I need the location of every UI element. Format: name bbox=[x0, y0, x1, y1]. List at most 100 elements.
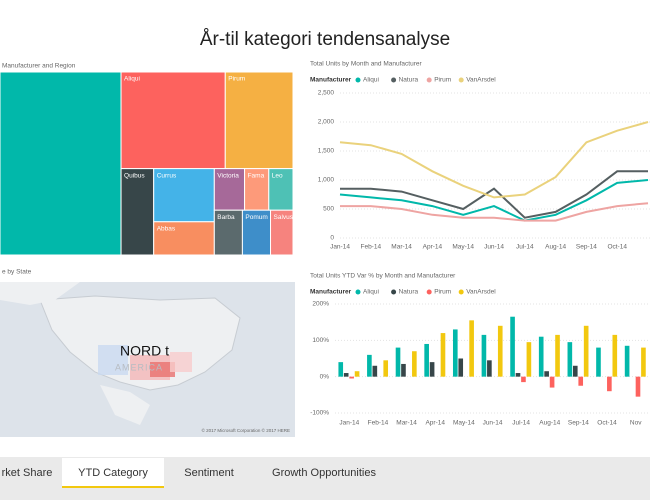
bar bbox=[549, 376, 555, 388]
bar bbox=[497, 325, 503, 377]
treemap-tile bbox=[213, 168, 246, 211]
bar bbox=[526, 342, 532, 377]
bar bbox=[624, 345, 630, 377]
bar bbox=[395, 347, 401, 377]
bar bbox=[367, 354, 372, 377]
bar bbox=[383, 360, 389, 377]
legend-label: VanArsdel bbox=[466, 289, 496, 296]
y-tick-label: 500 bbox=[323, 206, 334, 213]
bar bbox=[440, 333, 446, 377]
treemap-label: Pomum bbox=[245, 214, 267, 221]
y-tick-label: 0% bbox=[320, 373, 330, 380]
x-tick-label: Sep-14 bbox=[576, 244, 597, 251]
page-title: År-til kategori tendensanalyse bbox=[200, 29, 450, 50]
treemap-label: Pirum bbox=[228, 76, 245, 83]
bar bbox=[578, 376, 584, 386]
y-tick-label: 0 bbox=[330, 235, 334, 242]
bar bbox=[612, 334, 618, 377]
x-tick-label: Apr-14 bbox=[425, 420, 445, 427]
bar bbox=[429, 362, 435, 377]
x-tick-label: Aug-14 bbox=[539, 420, 560, 427]
legend-label: Natura bbox=[399, 289, 419, 296]
treemap-tile bbox=[241, 209, 272, 256]
map-region: AMERICA bbox=[115, 362, 163, 372]
legend-label: Aliqui bbox=[363, 289, 379, 296]
treemap-label: Fama bbox=[248, 172, 265, 179]
legend-label: Pirum bbox=[434, 289, 451, 296]
bar bbox=[538, 336, 544, 377]
treemap-label: Quibus bbox=[124, 172, 145, 179]
x-tick-label: Mar-14 bbox=[391, 244, 412, 251]
x-tick-label: Jul-14 bbox=[512, 420, 530, 427]
x-tick-label: Oct-14 bbox=[607, 244, 627, 251]
x-tick-label: Feb-14 bbox=[360, 244, 381, 251]
legend-marker bbox=[355, 77, 361, 83]
line-series bbox=[339, 121, 649, 199]
line-series bbox=[340, 170, 648, 219]
legend-marker bbox=[426, 289, 432, 295]
legend-label: Aliqui bbox=[363, 77, 379, 84]
bar bbox=[567, 342, 573, 377]
map-state bbox=[170, 352, 192, 372]
bar bbox=[487, 360, 492, 377]
bar bbox=[338, 362, 344, 377]
bar bbox=[555, 334, 560, 377]
line-series bbox=[339, 179, 649, 222]
y-tick-label: 2,000 bbox=[318, 119, 335, 126]
legend-label: Pirum bbox=[434, 77, 451, 84]
tab-label[interactable]: YTD Category bbox=[78, 467, 148, 479]
bar bbox=[572, 365, 578, 377]
treemap-tile bbox=[120, 168, 155, 256]
x-tick-label: Jun-14 bbox=[483, 420, 503, 427]
tab-label[interactable]: rket Share bbox=[2, 467, 53, 479]
tab-active[interactable] bbox=[62, 458, 164, 488]
bar bbox=[635, 376, 641, 397]
legend-title: Manufacturer bbox=[310, 77, 352, 84]
map-state bbox=[150, 362, 175, 377]
bar bbox=[372, 365, 378, 377]
x-tick-label: Mar-14 bbox=[396, 420, 417, 427]
map-label: NORD t bbox=[120, 343, 169, 359]
legend-label: Natura bbox=[399, 77, 419, 84]
bar bbox=[343, 373, 349, 377]
bar bbox=[424, 343, 429, 377]
legend-marker bbox=[458, 77, 464, 83]
chart-title: Total Units YTD Var % by Month and Manuf… bbox=[310, 273, 456, 280]
treemap-tile bbox=[224, 71, 294, 170]
bar bbox=[401, 363, 406, 377]
y-tick-label: 1,000 bbox=[318, 177, 335, 184]
treemap-tile bbox=[153, 221, 215, 256]
bar bbox=[596, 347, 601, 377]
bar bbox=[412, 351, 417, 377]
map-state bbox=[98, 345, 128, 375]
x-tick-label: Oct-14 bbox=[597, 420, 617, 427]
legend-title: Manufacturer bbox=[310, 289, 352, 296]
bar bbox=[349, 376, 354, 379]
bar bbox=[481, 334, 487, 377]
tab-label[interactable]: Growth Opportunities bbox=[272, 467, 376, 479]
map-land bbox=[0, 282, 80, 305]
x-tick-label: Nov bbox=[630, 420, 642, 427]
legend-marker bbox=[426, 77, 432, 83]
bar bbox=[515, 373, 521, 377]
treemap-label: Currus bbox=[157, 172, 177, 179]
tab-label[interactable]: Sentiment bbox=[184, 467, 234, 479]
chart-title: Total Units by Month and Manufacturer bbox=[310, 61, 422, 68]
y-tick-label: -100% bbox=[310, 410, 329, 417]
treemap-label: Aliqui bbox=[124, 76, 140, 83]
x-tick-label: Aug-14 bbox=[545, 244, 566, 251]
bar bbox=[641, 347, 646, 377]
treemap-label: Barba bbox=[217, 214, 235, 221]
legend-marker bbox=[391, 289, 397, 295]
treemap-tile bbox=[153, 168, 215, 223]
legend-marker bbox=[458, 289, 464, 295]
treemap-label: Leo bbox=[272, 172, 283, 179]
legend-marker bbox=[391, 77, 397, 83]
bar bbox=[452, 329, 458, 377]
x-tick-label: Jan-14 bbox=[330, 244, 350, 251]
y-tick-label: 2,500 bbox=[318, 90, 335, 97]
x-tick-label: Sep-14 bbox=[568, 420, 589, 427]
bar bbox=[469, 320, 474, 377]
